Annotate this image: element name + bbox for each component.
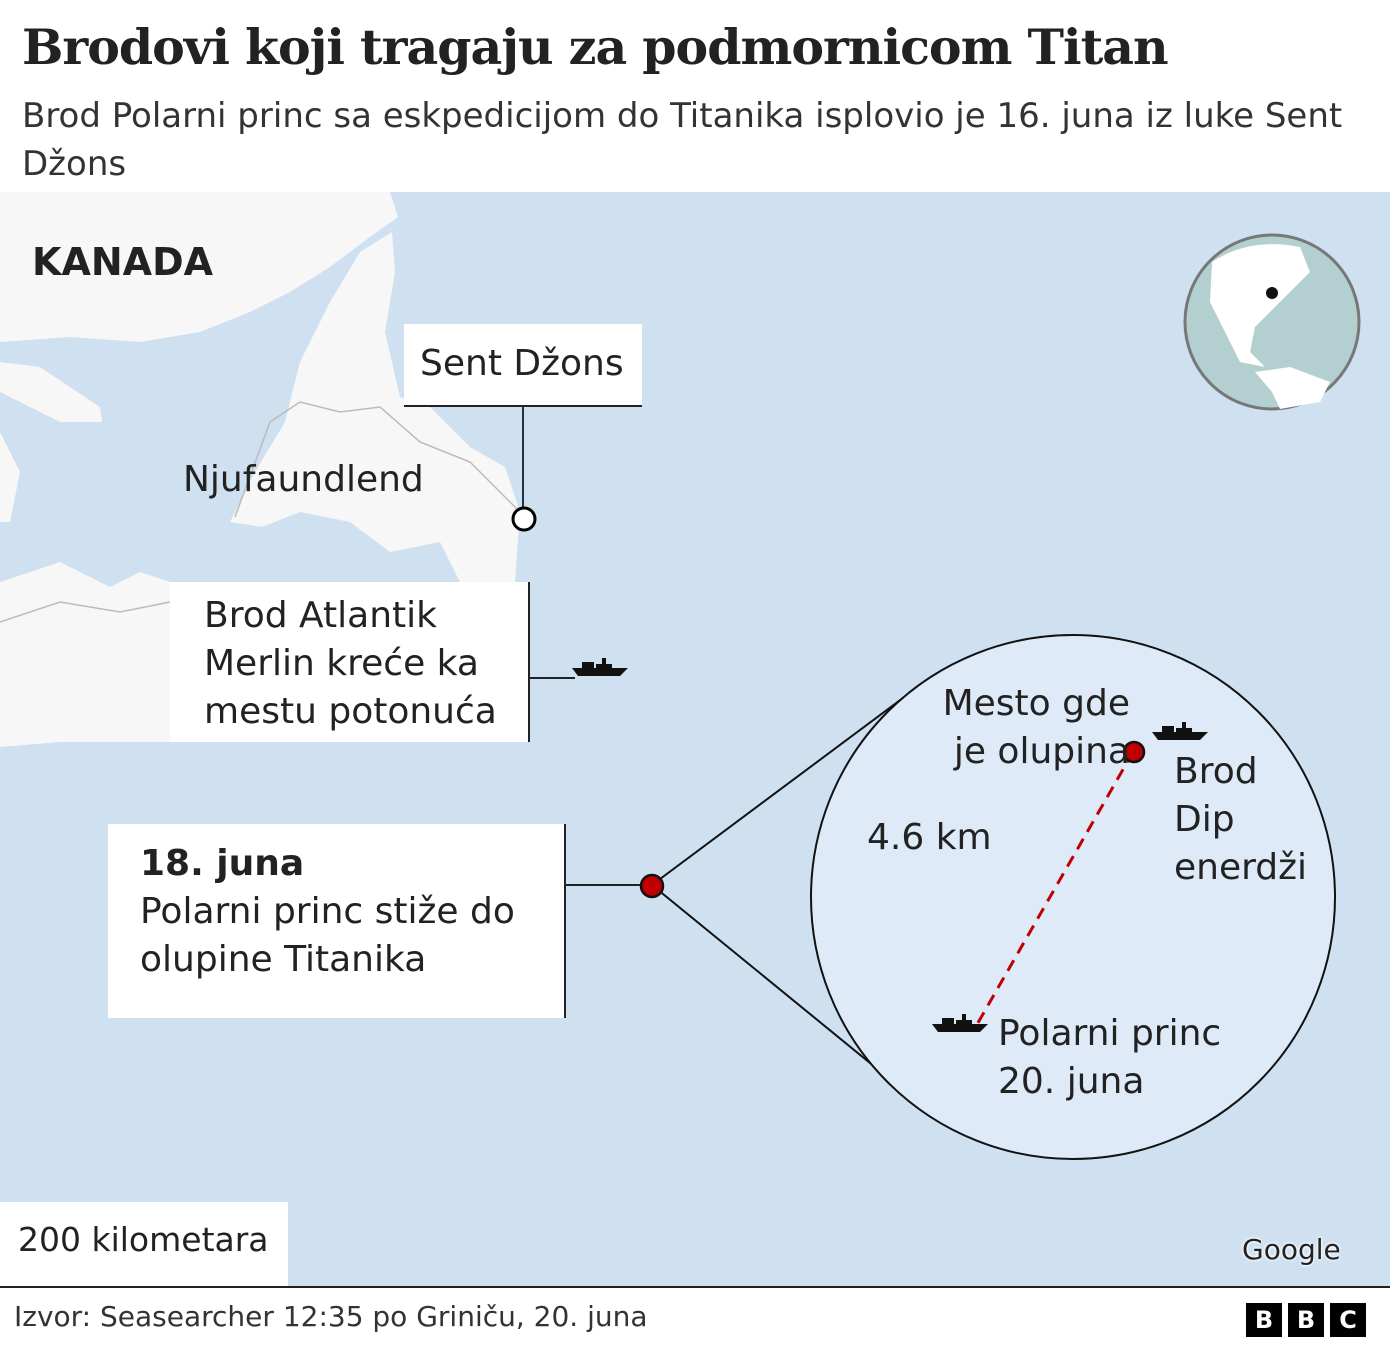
arrival-date: 18. juna	[140, 843, 305, 884]
wreck-label: Mesto gde je olupina	[942, 683, 1130, 772]
ship-icon	[572, 658, 628, 676]
inset-wreck-marker	[1122, 740, 1146, 764]
st-johns-marker	[511, 506, 537, 532]
polar-prince-label: Polarni princ 20. juna	[998, 1013, 1222, 1102]
island-label: Njufaundlend	[183, 459, 424, 500]
wreck-marker	[639, 873, 665, 899]
atlantic-merlin-label: Brod Atlantik Merlin kreće ka mestu poto…	[204, 595, 497, 732]
atlantic-merlin-callout: Brod Atlantik Merlin kreće ka mestu poto…	[170, 582, 530, 742]
footer-divider	[0, 1286, 1390, 1288]
globe-locator-icon	[1183, 233, 1361, 411]
attribution: Google	[1242, 1233, 1341, 1266]
ship-icon	[1152, 722, 1208, 740]
distance-label: 4.6 km	[867, 817, 992, 858]
port-callout: Sent Džons	[404, 324, 642, 407]
port-label: Sent Džons	[420, 343, 624, 384]
arrival-text: Polarni princ stiže do olupine Titanika	[140, 891, 515, 980]
chart-title: Brodovi koji tragaju za podmornicom Tita…	[22, 18, 1169, 76]
map: KANADA Njufaundlend Sent Džons Brod Atla…	[0, 192, 1390, 1286]
ship-icon	[932, 1014, 988, 1032]
map-canvas	[0, 192, 1361, 1267]
arrival-callout: 18. juna Polarni princ stiže do olupine …	[108, 824, 566, 1018]
scale-label: 200 kilometara	[18, 1220, 269, 1259]
scale-bar: 200 kilometara	[0, 1202, 288, 1286]
country-label: KANADA	[32, 240, 214, 284]
source-note: Izvor: Seasearcher 12:35 po Griniču, 20.…	[14, 1300, 648, 1333]
deep-energy-label: Brod Dip enerdži	[1174, 751, 1308, 888]
chart-subtitle: Brod Polarni princ sa eskpedicijom do Ti…	[22, 96, 1343, 184]
